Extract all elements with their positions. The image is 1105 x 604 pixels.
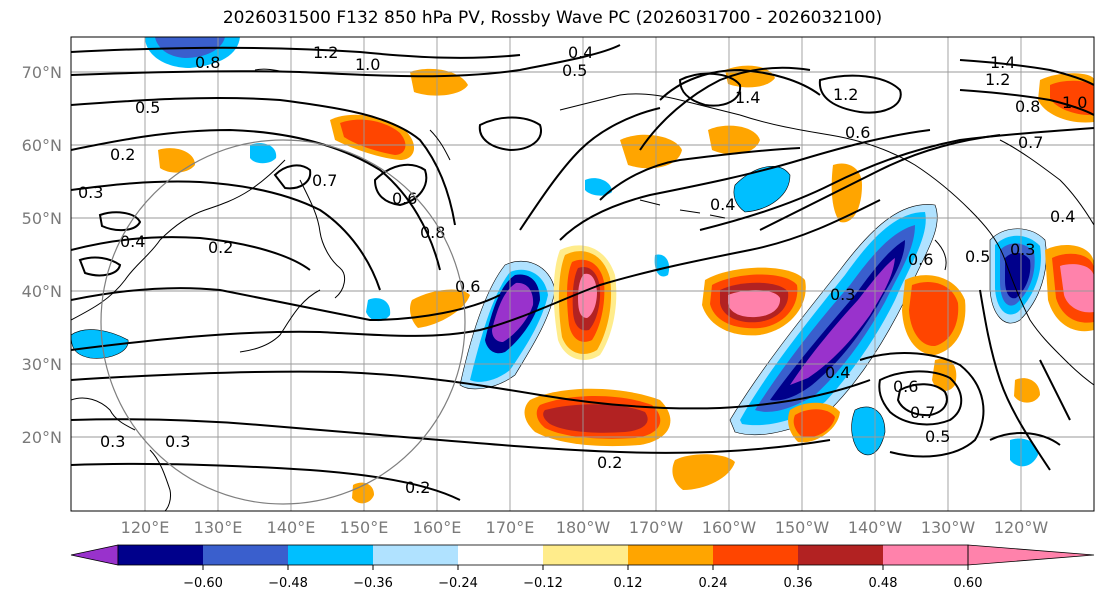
contour-label: 0.3 xyxy=(100,432,125,451)
colorbar-segment xyxy=(288,545,373,565)
colorbar-tick-label: 0.36 xyxy=(784,576,813,591)
colorbar-segment xyxy=(798,545,883,565)
contour-label: 0.4 xyxy=(710,195,735,214)
lon-label: 130°E xyxy=(194,518,243,537)
colorbar-tick-label: −0.36 xyxy=(353,576,393,591)
colorbar-tick-label: −0.24 xyxy=(438,576,478,591)
map-frame xyxy=(70,36,1095,512)
lon-label: 180°W xyxy=(556,518,611,537)
contour-label: 0.4 xyxy=(825,363,850,382)
lon-label: 170°E xyxy=(486,518,535,537)
contour-label: 0.5 xyxy=(965,247,990,266)
lon-label: 160°W xyxy=(702,518,757,537)
colorbar-tick-label: −0.12 xyxy=(523,576,563,591)
lon-label: 120°E xyxy=(121,518,170,537)
colorbar-tick-label: 0.60 xyxy=(954,576,983,591)
colorbar-tick-label: −0.48 xyxy=(268,576,308,591)
contour-label: 0.2 xyxy=(597,453,622,472)
contour-label: 1.0 xyxy=(1062,93,1087,112)
colorbar: −0.60 −0.48 −0.36 −0.24 −0.12 0.12 0.24 … xyxy=(70,544,1095,591)
contour-label: 1.4 xyxy=(735,88,760,107)
lon-label: 140°W xyxy=(848,518,903,537)
lon-label: 130°W xyxy=(921,518,976,537)
lat-label: 50°N xyxy=(22,209,62,228)
contour-label: 0.6 xyxy=(845,123,870,142)
contour-label: 0.3 xyxy=(78,183,103,202)
contour-label: 0.6 xyxy=(392,189,417,208)
colorbar-tick-label: 0.24 xyxy=(699,576,728,591)
contour-label: 0.4 xyxy=(120,232,145,251)
contour-label: 0.3 xyxy=(1010,240,1035,259)
lon-label: 120°W xyxy=(994,518,1049,537)
contour-label: 0.5 xyxy=(562,61,587,80)
contour-label: 0.2 xyxy=(405,478,430,497)
contour-label: 0.2 xyxy=(110,145,135,164)
contour-label: 0.3 xyxy=(830,285,855,304)
colorbar-segment xyxy=(118,545,203,565)
colorbar-segment xyxy=(713,545,798,565)
colorbar-min-extend xyxy=(70,544,119,566)
lat-label: 40°N xyxy=(22,282,62,301)
graticule xyxy=(71,37,1094,511)
lat-label: 70°N xyxy=(22,63,62,82)
colorbar-segment xyxy=(373,545,458,565)
contour-label: 0.3 xyxy=(165,432,190,451)
contour-label: 1.2 xyxy=(833,85,858,104)
lon-label: 170°W xyxy=(629,518,684,537)
lon-label: 150°W xyxy=(775,518,830,537)
contour-label: 0.6 xyxy=(455,277,480,296)
contour-label: 0.8 xyxy=(195,53,220,72)
colorbar-segment xyxy=(883,545,968,565)
contour-label: 0.5 xyxy=(135,98,160,117)
lon-label: 150°E xyxy=(340,518,389,537)
contour-label: 0.7 xyxy=(312,171,337,190)
contour-label: 1.2 xyxy=(985,70,1010,89)
colorbar-tick-label: −0.60 xyxy=(183,576,223,591)
contour-label: 0.6 xyxy=(893,377,918,396)
latitude-labels: 70°N 60°N 50°N 40°N 30°N 20°N xyxy=(22,63,62,447)
longitude-labels: 120°E 130°E 140°E 150°E 160°E 170°E 180°… xyxy=(121,518,1049,537)
colorbar-tick-label: 0.12 xyxy=(614,576,643,591)
colorbar-segment xyxy=(203,545,288,565)
lat-label: 30°N xyxy=(22,355,62,374)
contour-label: 0.7 xyxy=(1018,133,1043,152)
contour-label: 1.2 xyxy=(313,43,338,62)
contour-label: 0.6 xyxy=(908,250,933,269)
lon-label: 160°E xyxy=(413,518,462,537)
contour-label: 1.0 xyxy=(355,55,380,74)
contour-label: 0.5 xyxy=(925,427,950,446)
pv-contours xyxy=(71,44,1094,501)
lon-label: 140°E xyxy=(267,518,316,537)
contour-label: 0.2 xyxy=(208,238,233,257)
contour-label: 0.4 xyxy=(1050,207,1075,226)
contour-label: 1.4 xyxy=(990,53,1015,72)
contour-labels: 1.2 0.8 1.0 0.5 0.4 0.5 0.2 0.3 0.4 0.7 … xyxy=(78,43,1087,497)
colorbar-segment xyxy=(458,545,543,565)
contour-label: 0.7 xyxy=(910,403,935,422)
contour-label: 0.8 xyxy=(1015,97,1040,116)
range-circle xyxy=(100,139,466,505)
colorbar-segment xyxy=(543,545,628,565)
colorbar-max-extend xyxy=(967,544,1095,566)
contour-label: 0.4 xyxy=(568,43,593,62)
colorbar-tick-label: 0.48 xyxy=(869,576,898,591)
map-title: 2026031500 F132 850 hPa PV, Rossby Wave … xyxy=(222,8,883,28)
colorbar-segment xyxy=(628,545,713,565)
lat-label: 60°N xyxy=(22,136,62,155)
lat-label: 20°N xyxy=(22,428,62,447)
